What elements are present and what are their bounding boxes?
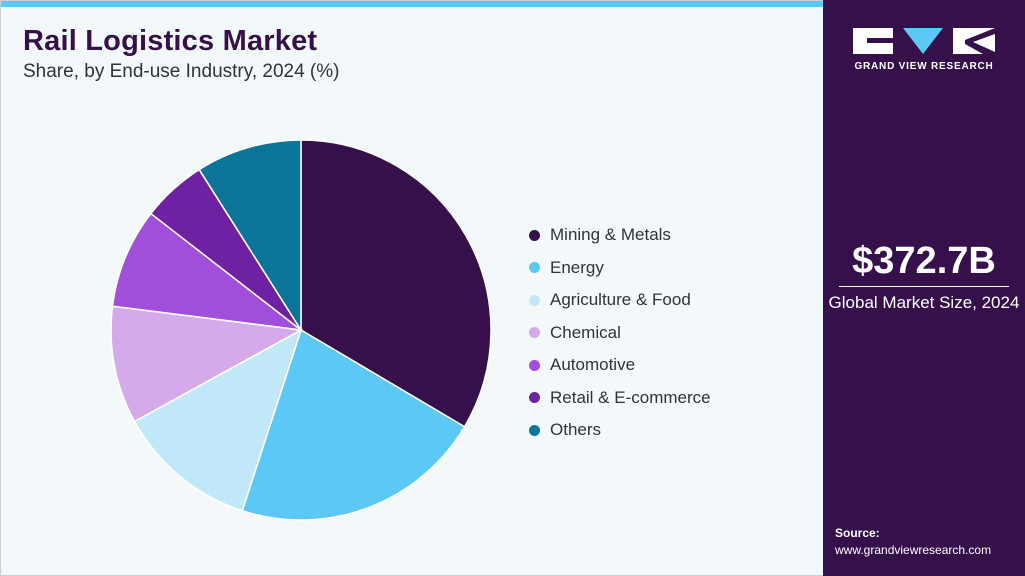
legend-swatch-icon [529, 229, 540, 241]
pie-slice-automotive [111, 212, 304, 332]
legend-swatch-icon [529, 294, 540, 306]
legend-swatch-icon [529, 262, 540, 274]
pie-slice-mining-metals [300, 139, 492, 428]
legend-swatch-icon [529, 392, 540, 404]
pie-slice-energy [241, 328, 466, 521]
market-size-value: $372.7B [852, 240, 996, 282]
legend-item-others: Others [529, 414, 711, 447]
legend-swatch-icon [529, 327, 540, 339]
market-size-divider [839, 286, 1009, 287]
pie-chart [110, 139, 492, 521]
legend-item-agriculture-food: Agriculture & Food [529, 284, 711, 317]
legend-item-mining-metals: Mining & Metals [529, 219, 711, 252]
legend-label: Others [550, 420, 602, 440]
chart-legend: Mining & Metals Energy Agriculture & Food C… [529, 219, 711, 447]
source-url[interactable]: www.grandviewresearch.com [835, 543, 992, 557]
gvr-logo-icon [853, 28, 995, 54]
pie-slice-agriculture-food [133, 328, 303, 512]
top-accent-bar [1, 1, 823, 7]
legend-item-automotive: Automotive [529, 349, 711, 382]
market-size-caption: Global Market Size, 2024 [828, 293, 1020, 312]
pie-slice-others [198, 139, 302, 333]
legend-label: Chemical [550, 322, 621, 342]
legend-label: Automotive [550, 355, 636, 375]
legend-item-retail-e-commerce: Retail & E-commerce [529, 382, 711, 415]
chart-title: Rail Logistics Market [23, 25, 318, 57]
legend-label: Retail & E-commerce [550, 387, 711, 407]
legend-item-chemical: Chemical [529, 317, 711, 350]
chart-subtitle: Share, by End-use Industry, 2024 (%) [23, 61, 340, 82]
legend-label: Agriculture & Food [550, 290, 691, 310]
legend-label: Energy [550, 257, 604, 277]
pie-slice-chemical [110, 305, 304, 423]
source-label: Source: [835, 526, 880, 540]
legend-swatch-icon [529, 359, 540, 371]
legend-label: Mining & Metals [550, 225, 671, 245]
legend-item-energy: Energy [529, 252, 711, 285]
info-sidebar: GRAND VIEW RESEARCH $372.7B Global Marke… [823, 0, 1025, 576]
brand-name: GRAND VIEW RESEARCH [854, 61, 994, 72]
legend-swatch-icon [529, 424, 540, 436]
